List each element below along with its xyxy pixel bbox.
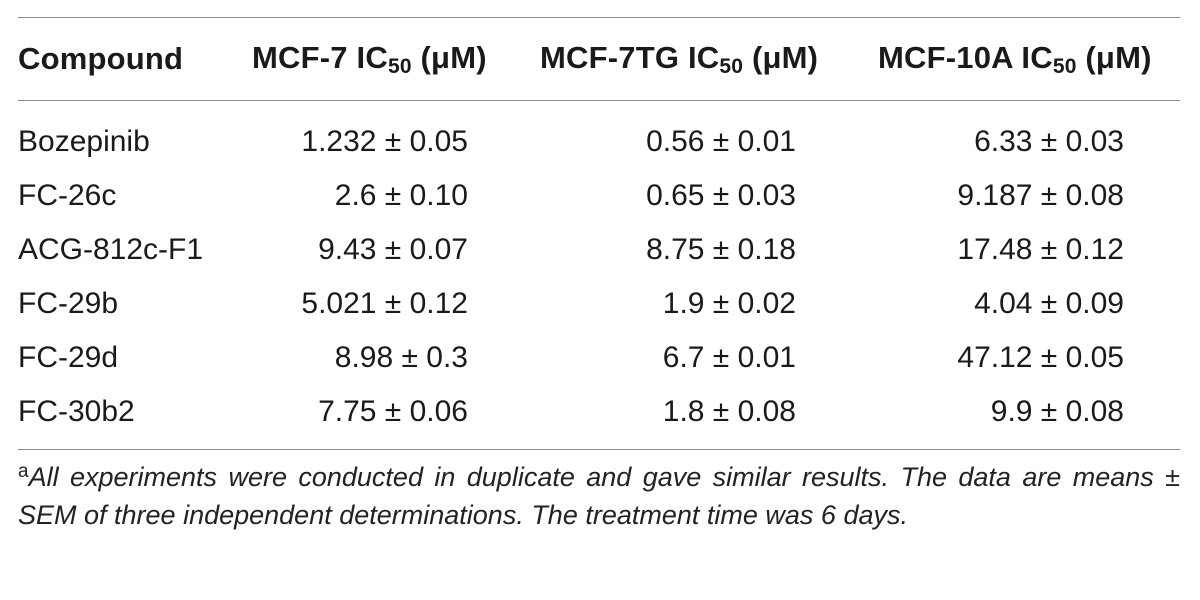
cell-mcf7: 5.021 ± 0.12 [301,287,468,320]
header-mcf7-label: MCF-7 IC [252,39,388,75]
cell-mcf10a: 9.9 ± 0.08 [990,395,1124,428]
results-table-container: Compound MCF-7 IC50 (μM) MCF-7TG IC50 (μ… [18,17,1180,534]
bottom-rule [18,449,1180,450]
header-mcf10a-unit: (μM) [1076,39,1152,75]
cell-mcf7: 7.75 ± 0.06 [318,395,468,428]
cell-mcf10a: 17.48 ± 0.12 [957,233,1124,266]
table-row: FC-26c 2.6 ± 0.10 0.65 ± 0.03 9.187 ± 0.… [18,169,1180,223]
cell-compound: ACG-812c-F1 [18,233,204,266]
header-mcf7: MCF-7 IC50 (μM) [250,18,540,100]
ic50-table: Compound MCF-7 IC50 (μM) MCF-7TG IC50 (μ… [18,18,1180,100]
cell-mcf7: 2.6 ± 0.10 [334,179,468,212]
footnote-marker: a [18,461,29,482]
cell-compound: FC-30b2 [18,395,135,428]
header-mcf7tg-subscript: 50 [719,54,744,78]
table-row: FC-29d 8.98 ± 0.3 6.7 ± 0.01 47.12 ± 0.0… [18,331,1180,385]
header-mcf10a-label: MCF-10A IC [878,39,1053,75]
cell-mcf7tg: 1.9 ± 0.02 [662,287,796,320]
header-compound: Compound [18,18,250,100]
header-mcf7-unit: (μM) [411,39,487,75]
top-rule [18,17,1180,18]
table-row: Bozepinib 1.232 ± 0.05 0.56 ± 0.01 6.33 … [18,101,1180,169]
header-mcf7-subscript: 50 [387,54,412,78]
cell-mcf10a: 6.33 ± 0.03 [974,125,1124,158]
footnote-text: All experiments were conducted in duplic… [18,462,1180,530]
cell-compound: FC-26c [18,179,117,212]
cell-mcf10a: 9.187 ± 0.08 [957,179,1124,212]
cell-mcf7tg: 1.8 ± 0.08 [662,395,796,428]
table-row: ACG-812c-F1 9.43 ± 0.07 8.75 ± 0.18 17.4… [18,223,1180,277]
header-rule [18,100,1180,101]
table-footnote: aAll experiments were conducted in dupli… [18,458,1180,534]
cell-mcf7tg: 0.56 ± 0.01 [646,125,796,158]
cell-mcf7tg: 8.75 ± 0.18 [646,233,796,266]
cell-mcf7: 9.43 ± 0.07 [318,233,468,266]
cell-compound: Bozepinib [18,125,150,158]
header-mcf10a-subscript: 50 [1052,54,1077,78]
cell-mcf10a: 47.12 ± 0.05 [957,341,1124,374]
table-row: FC-29b 5.021 ± 0.12 1.9 ± 0.02 4.04 ± 0.… [18,277,1180,331]
cell-mcf7tg: 0.65 ± 0.03 [646,179,796,212]
header-compound-label: Compound [18,41,184,76]
table-row: FC-30b2 7.75 ± 0.06 1.8 ± 0.08 9.9 ± 0.0… [18,385,1180,449]
cell-mcf7: 1.232 ± 0.05 [301,125,468,158]
header-mcf10a: MCF-10A IC50 (μM) [878,18,1180,100]
cell-mcf10a: 4.04 ± 0.09 [974,287,1124,320]
cell-mcf7tg: 6.7 ± 0.01 [662,341,796,374]
cell-mcf7: 8.98 ± 0.3 [334,341,468,374]
header-mcf7tg-label: MCF-7TG IC [540,39,720,75]
cell-compound: FC-29b [18,287,119,320]
cell-compound: FC-29d [18,341,119,374]
header-row: Compound MCF-7 IC50 (μM) MCF-7TG IC50 (μ… [18,18,1180,100]
header-mcf7tg-unit: (μM) [743,39,819,75]
ic50-table-body: Bozepinib 1.232 ± 0.05 0.56 ± 0.01 6.33 … [18,101,1180,449]
header-mcf7tg: MCF-7TG IC50 (μM) [540,18,878,100]
